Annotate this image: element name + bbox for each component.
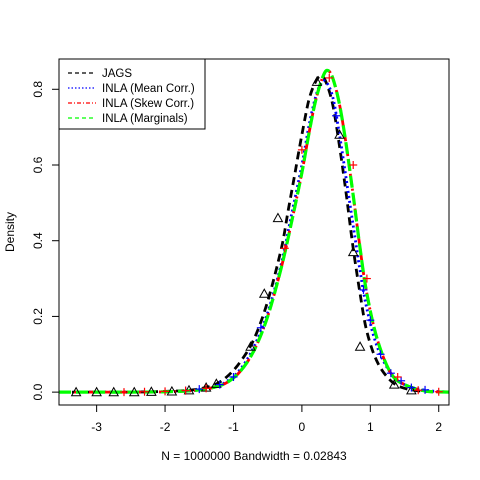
plot-frame: [58, 58, 450, 406]
marker-jags-15: [354, 341, 366, 351]
marker-inla-mean-corr-2: [215, 380, 224, 389]
marker-jags-9: [245, 341, 256, 351]
legend-label-jags: JAGS: [102, 68, 132, 80]
marker-inla-mean-corr-9: [386, 369, 395, 378]
marker-inla-skew-corr-5: [280, 244, 289, 253]
marker-inla-mean-corr-11: [407, 383, 416, 392]
x-axis-label: N = 1000000 Bandwidth = 0.02843: [161, 449, 347, 463]
marker-jags-10: [258, 288, 270, 298]
marker-jags-14: [347, 246, 359, 257]
y-axis-label: Density: [3, 212, 17, 252]
x-tick-label: -1: [228, 420, 239, 434]
marker-jags-3: [128, 386, 140, 397]
marker-inla-mean-corr-3: [229, 372, 238, 381]
marker-inla-mean-corr-6: [359, 285, 368, 294]
marker-jags-2: [108, 386, 120, 397]
x-axis: -3 -2 -1 0 1 2: [91, 405, 442, 434]
marker-jags-0: [70, 386, 82, 397]
marker-jags-11: [272, 212, 284, 223]
marker-inla-skew-corr-4: [202, 384, 211, 393]
y-tick-label: 0.4: [31, 232, 45, 249]
y-axis: 0.0 0.2 0.4 0.6 0.8: [31, 81, 59, 400]
marker-jags-13: [334, 129, 345, 139]
series-line-jags: [59, 74, 449, 394]
marker-inla-skew-corr-0: [120, 388, 128, 397]
legend-label-inla-skew-corr: INLA (Skew Corr.): [102, 98, 194, 110]
series-layer: [59, 68, 449, 394]
y-tick-label: 0.6: [31, 156, 45, 173]
marker-layer: [70, 73, 443, 397]
marker-inla-skew-corr-11: [414, 386, 423, 395]
marker-inla-mean-corr-5: [332, 111, 341, 120]
marker-inla-skew-corr-7: [325, 73, 334, 82]
marker-jags-8: [211, 378, 222, 388]
marker-inla-skew-corr-6: [297, 145, 306, 154]
x-tick-label: 2: [435, 420, 442, 434]
y-tick-label: 0.8: [31, 81, 45, 98]
marker-jags-12: [311, 76, 323, 86]
legend: JAGS INLA (Mean Corr.) INLA (Skew Corr.) IN…: [58, 58, 206, 130]
marker-jags-1: [91, 386, 102, 397]
marker-inla-skew-corr-12: [434, 387, 443, 396]
marker-jags-16: [388, 379, 400, 389]
marker-inla-mean-corr-12: [421, 385, 430, 394]
marker-jags-17: [406, 384, 417, 395]
marker-inla-mean-corr-4: [256, 323, 265, 332]
x-tick-label: 0: [299, 420, 306, 434]
marker-inla-skew-corr-10: [393, 372, 402, 381]
x-tick-label: 1: [367, 420, 374, 434]
marker-jags-5: [166, 385, 178, 396]
x-tick-label: -2: [160, 420, 171, 434]
marker-inla-mean-corr-8: [376, 350, 385, 359]
marker-inla-skew-corr-1: [140, 387, 149, 396]
legend-box: [58, 58, 206, 130]
marker-inla-mean-corr-1: [195, 385, 204, 394]
marker-inla-skew-corr-9: [362, 274, 371, 283]
marker-inla-mean-corr-10: [397, 376, 406, 385]
marker-jags-6: [183, 384, 195, 395]
marker-inla-skew-corr-3: [181, 386, 190, 395]
series-line-inla-marginals: [59, 68, 449, 394]
legend-label-inla-marginals: INLA (Marginals): [102, 113, 188, 125]
legend-label-inla-mean-corr: INLA (Mean Corr.): [102, 83, 195, 95]
y-tick-label: 0.2: [31, 308, 45, 325]
y-tick-label: 0.0: [31, 383, 45, 400]
marker-jags-4: [146, 386, 157, 396]
x-tick-label: -3: [91, 420, 102, 434]
marker-inla-mean-corr-7: [366, 316, 375, 325]
marker-inla-skew-corr-2: [161, 387, 170, 396]
marker-inla-skew-corr-8: [349, 160, 358, 169]
